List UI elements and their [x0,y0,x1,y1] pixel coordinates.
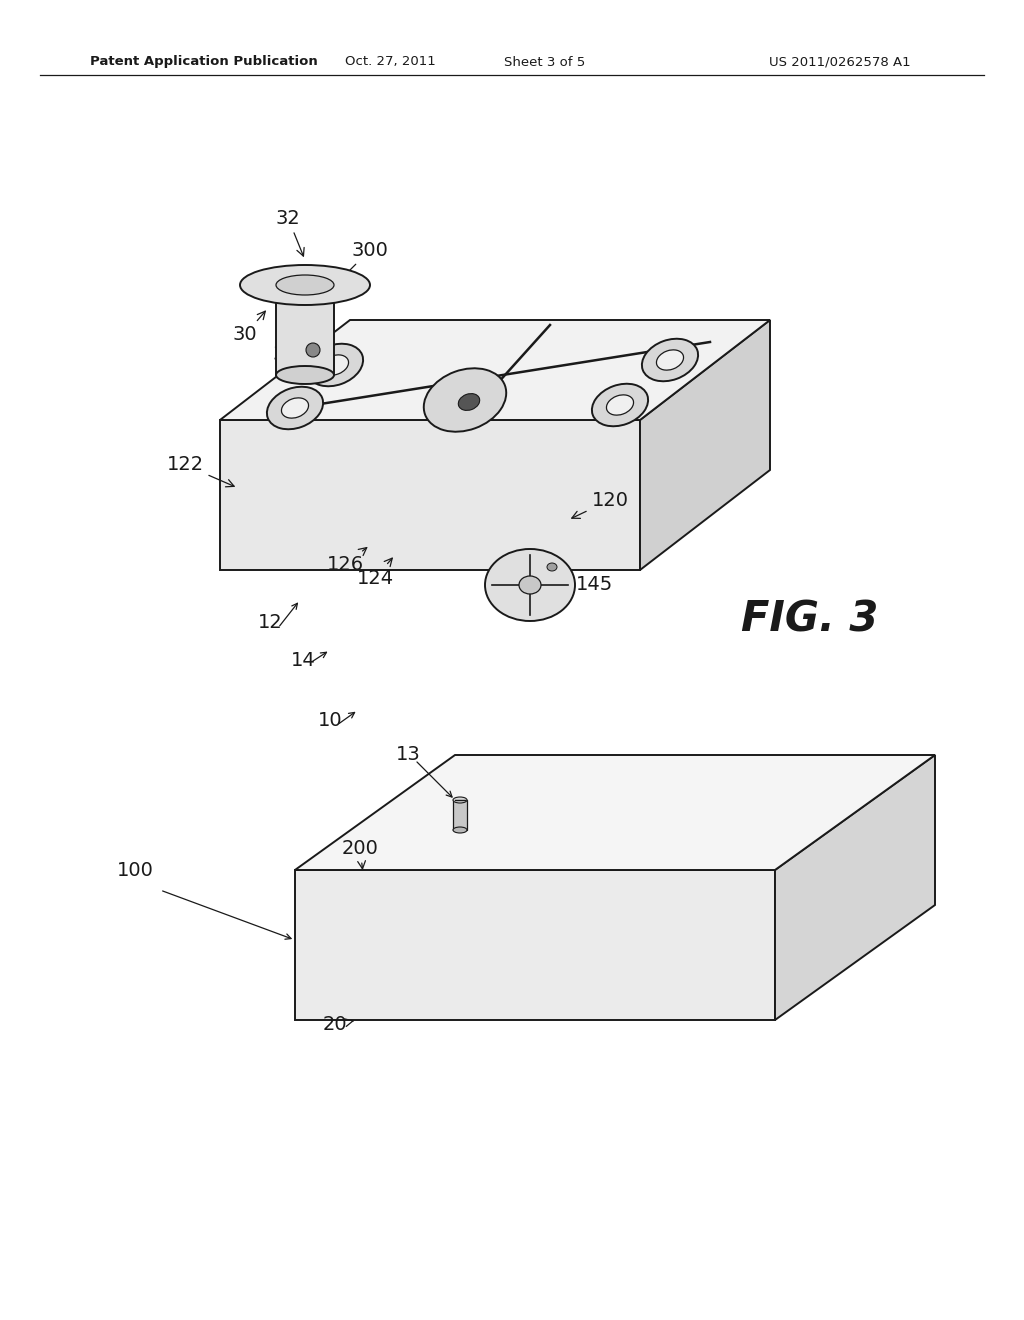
Ellipse shape [642,339,698,381]
Ellipse shape [267,387,324,429]
Ellipse shape [282,397,308,418]
Text: 20: 20 [323,1015,353,1035]
Ellipse shape [240,265,370,305]
Polygon shape [295,755,935,870]
Text: 145: 145 [577,576,613,594]
Polygon shape [220,420,640,570]
Ellipse shape [519,576,541,594]
Polygon shape [775,755,935,1020]
Ellipse shape [306,343,319,356]
Text: US 2011/0262578 A1: US 2011/0262578 A1 [769,55,910,69]
Text: 120: 120 [571,491,629,519]
Polygon shape [640,319,770,570]
Ellipse shape [307,343,364,387]
Polygon shape [220,319,770,420]
Text: 122: 122 [167,455,234,487]
Text: 32: 32 [275,209,304,256]
Text: 100: 100 [117,861,154,879]
Text: 124: 124 [356,558,393,587]
Text: Patent Application Publication: Patent Application Publication [90,55,317,69]
Text: 200: 200 [342,838,379,869]
Text: FIG. 3: FIG. 3 [741,599,879,642]
Ellipse shape [459,393,479,411]
Ellipse shape [656,350,684,370]
Text: 126: 126 [327,548,367,574]
Ellipse shape [453,828,467,833]
Polygon shape [276,290,334,375]
Text: 14: 14 [291,651,315,669]
Text: 300: 300 [333,240,388,286]
Text: 12: 12 [258,612,283,631]
Ellipse shape [547,564,557,572]
Ellipse shape [606,395,634,414]
Ellipse shape [276,281,334,300]
Polygon shape [453,800,467,830]
Text: 30: 30 [232,312,265,345]
Text: 10: 10 [317,710,342,730]
Text: 34: 34 [272,338,305,364]
Ellipse shape [424,368,506,432]
Text: 13: 13 [395,746,421,764]
Ellipse shape [453,797,467,803]
Ellipse shape [276,275,334,294]
Ellipse shape [592,384,648,426]
Text: Sheet 3 of 5: Sheet 3 of 5 [505,55,586,69]
Text: Oct. 27, 2011: Oct. 27, 2011 [345,55,435,69]
Ellipse shape [322,355,348,375]
Ellipse shape [485,549,575,620]
Ellipse shape [276,366,334,384]
Polygon shape [295,870,775,1020]
